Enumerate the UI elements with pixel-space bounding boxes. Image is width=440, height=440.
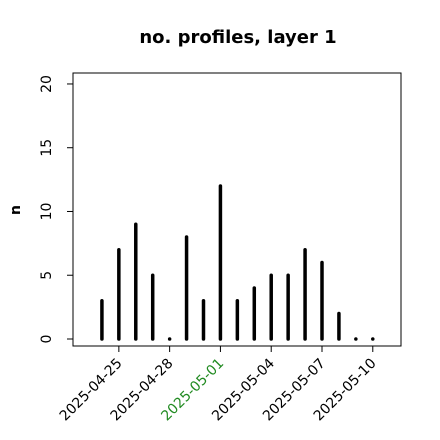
y-tick-label: 5 [39,271,55,280]
y-tick-label: 0 [39,335,55,344]
plot-box [72,72,402,347]
y-tick-label: 15 [39,139,55,157]
y-axis-label: n [8,205,24,215]
y-tick-label: 20 [39,75,55,93]
chart-title: no. profiles, layer 1 [139,27,336,48]
y-tick-label: 10 [39,203,55,221]
